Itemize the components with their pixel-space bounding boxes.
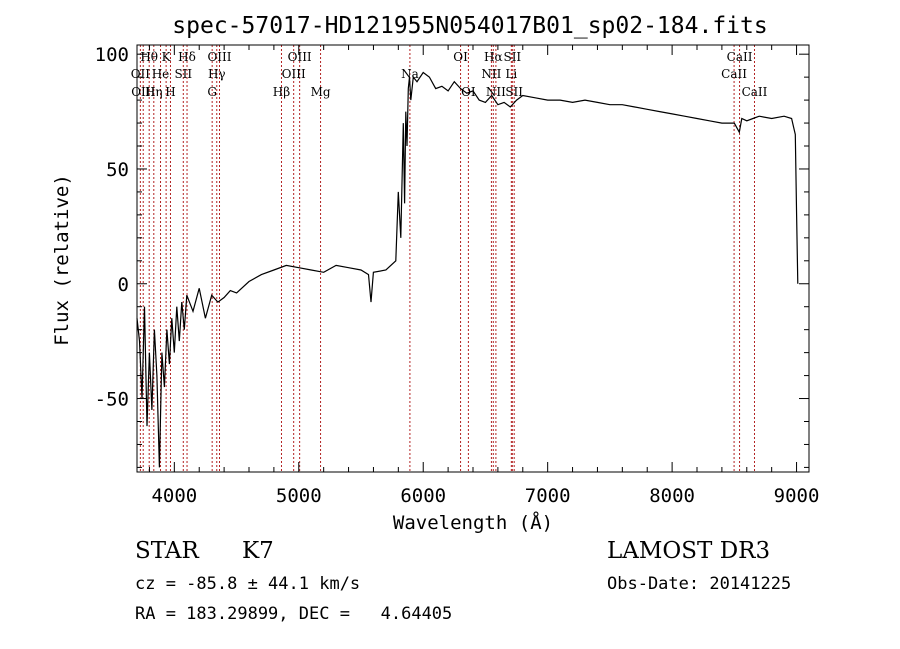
line-label: He xyxy=(152,67,170,81)
line-label: NII xyxy=(486,85,506,99)
x-tick-label: 8000 xyxy=(649,485,695,507)
y-axis-ticks: -50 0 50 100 xyxy=(95,44,809,468)
x-tick-label: 6000 xyxy=(400,485,446,507)
y-tick-label: 100 xyxy=(95,44,129,66)
x-tick-label: 5000 xyxy=(276,485,322,507)
redshift-velocity: cz = -85.8 ± 44.1 km/s xyxy=(135,574,361,594)
line-label: H xyxy=(165,85,175,99)
line-label: Hβ xyxy=(273,85,290,99)
x-axis-label: Wavelength (Å) xyxy=(393,511,553,534)
y-tick-label: -50 xyxy=(95,389,129,411)
line-label: CaII xyxy=(727,50,753,64)
x-tick-label: 9000 xyxy=(774,485,820,507)
line-label: Hα xyxy=(484,50,503,64)
y-tick-label: 50 xyxy=(106,159,129,181)
plot-frame xyxy=(136,44,810,473)
line-label: Hγ xyxy=(208,67,226,81)
object-subclass: K7 xyxy=(242,538,274,564)
survey-name: LAMOST DR3 xyxy=(607,538,771,564)
line-label: Hθ xyxy=(140,50,158,64)
line-label: SII xyxy=(505,85,523,99)
object-class: STAR xyxy=(135,538,199,564)
spectrum-chart: spec-57017-HD121955N054017B01_sp02-184.f… xyxy=(51,13,820,534)
line-label: OIII xyxy=(288,50,312,64)
line-label: K xyxy=(162,50,172,64)
line-label: OII xyxy=(131,67,151,81)
x-tick-label: 7000 xyxy=(525,485,571,507)
line-label: OIII xyxy=(282,67,306,81)
line-label: OI xyxy=(453,50,468,64)
coordinates: RA = 183.29899, DEC = 4.64405 xyxy=(135,604,453,624)
line-label: CaII xyxy=(742,85,768,99)
line-label: SII xyxy=(174,67,192,81)
y-axis-label: Flux (relative) xyxy=(51,174,73,346)
line-label: Hδ xyxy=(178,50,196,64)
observation-date: Obs-Date: 20141225 xyxy=(607,574,792,594)
spectrum-series xyxy=(136,71,799,468)
x-axis-ticks: 4000 5000 6000 7000 8000 9000 xyxy=(148,45,820,507)
spectral-line-markers xyxy=(139,45,755,472)
line-label: SII xyxy=(503,50,521,64)
x-tick-label: 4000 xyxy=(151,485,197,507)
line-label: Li xyxy=(505,67,517,81)
line-label: CaII xyxy=(721,67,747,81)
y-tick-label: 0 xyxy=(118,274,129,296)
line-label: G xyxy=(207,85,217,99)
line-label: NII xyxy=(481,67,501,81)
chart-title: spec-57017-HD121955N054017B01_sp02-184.f… xyxy=(172,13,767,39)
line-label: Mg xyxy=(311,85,331,99)
line-label: OIII xyxy=(207,50,231,64)
line-label: Hη xyxy=(145,85,163,99)
